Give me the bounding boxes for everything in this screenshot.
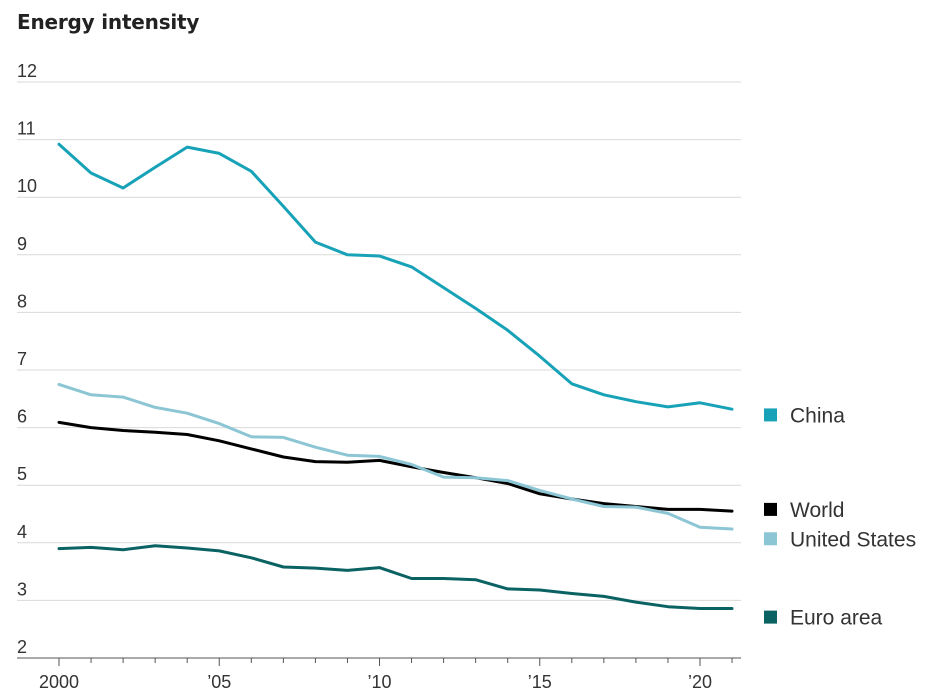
legend-label-china: China (790, 404, 845, 427)
y-tick-label-6: 6 (17, 407, 27, 427)
x-axis: 2000 ’05 ’10 ’15 ’20 (17, 657, 741, 692)
series-line-world (57, 420, 734, 513)
y-tick-label-5: 5 (17, 464, 27, 484)
legend-swatch-world (764, 502, 777, 516)
legend-item-united-states: United States (764, 528, 916, 551)
series-line-china (57, 142, 734, 411)
y-tick-label-7: 7 (17, 349, 27, 369)
x-tick-label-2010: ’10 (367, 672, 391, 692)
x-tick-label-2015: ’15 (528, 672, 552, 692)
legend-item-euro-area: Euro area (764, 607, 883, 630)
y-axis-tick-labels: 2 3 4 5 6 7 8 9 10 11 12 (17, 61, 37, 657)
series-line-united-states (57, 382, 734, 531)
legend-item-china: China (764, 404, 845, 427)
y-tick-label-9: 9 (17, 234, 27, 254)
y-tick-label-11: 11 (17, 119, 36, 139)
x-tick-label-2005: ’05 (207, 672, 231, 692)
legend-label-euro-area: Euro area (790, 607, 883, 630)
gridlines (17, 81, 741, 601)
legend-label-world: World (790, 499, 844, 522)
legend: China World United States Euro area (764, 404, 916, 630)
legend-item-world: World (764, 499, 844, 522)
x-tick-label-2000: 2000 (39, 672, 79, 692)
series-lines (57, 142, 734, 610)
series-line-euro-area (57, 544, 734, 610)
y-tick-label-2: 2 (17, 637, 27, 657)
y-tick-label-10: 10 (17, 176, 37, 196)
y-tick-label-8: 8 (17, 291, 27, 311)
legend-swatch-united-states (764, 532, 777, 546)
legend-swatch-euro-area (764, 610, 777, 624)
chart-title: Energy intensity (17, 10, 200, 34)
y-tick-label-3: 3 (17, 579, 27, 599)
legend-label-united-states: United States (790, 528, 916, 551)
y-tick-label-4: 4 (17, 522, 27, 542)
legend-swatch-china (764, 408, 777, 422)
y-tick-label-12: 12 (17, 61, 37, 81)
x-tick-label-2020: ’20 (688, 672, 712, 692)
